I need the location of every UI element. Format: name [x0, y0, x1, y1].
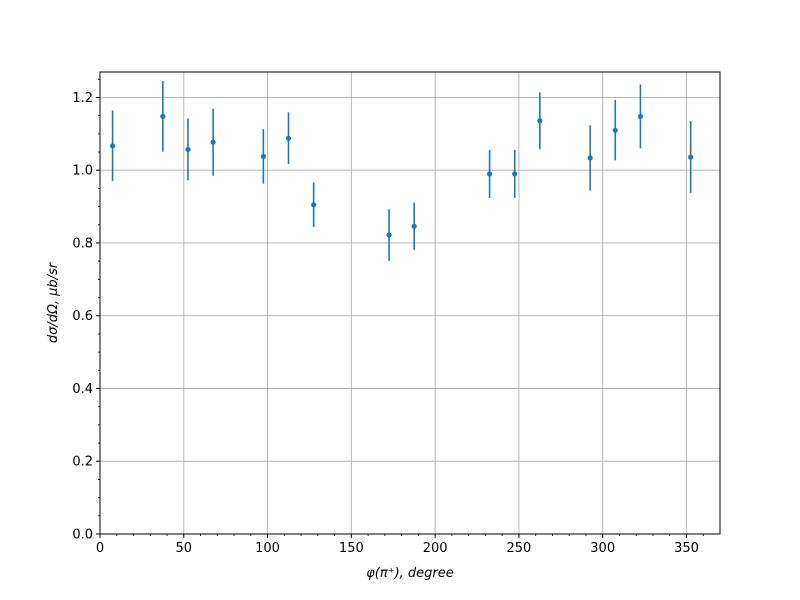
data-point [612, 127, 618, 133]
data-point [386, 232, 392, 238]
data-point [260, 153, 266, 159]
x-tick-label: 100 [255, 541, 280, 556]
data-point [311, 202, 317, 208]
y-tick-label: 0.6 [72, 309, 93, 324]
x-tick-label: 50 [176, 541, 193, 556]
data-point [285, 135, 292, 141]
data-series [109, 81, 694, 261]
plot-frame [99, 71, 721, 535]
grid [99, 72, 720, 534]
data-point [160, 113, 166, 119]
x-tick-label: 350 [674, 541, 699, 556]
x-axis-label: φ(π⁺), degree [366, 566, 454, 581]
data-point [210, 139, 216, 145]
y-axis-label: dσ/dΩ, μb/sr [46, 261, 61, 343]
data-point [637, 113, 644, 119]
x-tick-label: 250 [507, 541, 532, 556]
data-point [587, 155, 593, 161]
x-tick-label: 300 [590, 541, 615, 556]
x-tick-label: 150 [339, 541, 364, 556]
y-tick-label: 0.0 [72, 528, 93, 543]
x-tick-label: 200 [423, 541, 448, 556]
data-point [537, 118, 543, 124]
x-tick-label: 0 [96, 541, 104, 556]
y-tick-label: 0.4 [72, 382, 93, 397]
axis-ticks: 0 50 100 150 200 250 300 350 0.0 0.2 0.4 0.6 0.8 1.0 1… [72, 78, 704, 556]
y-tick-label: 1.2 [72, 91, 93, 106]
data-point [185, 146, 191, 153]
y-tick-label: 0.8 [72, 236, 93, 251]
data-point [688, 154, 694, 160]
data-point [486, 171, 493, 177]
data-point [109, 143, 116, 149]
y-tick-label: 1.0 [72, 164, 93, 179]
data-point [512, 171, 518, 177]
y-tick-label: 0.2 [72, 455, 93, 470]
data-point [411, 223, 417, 229]
